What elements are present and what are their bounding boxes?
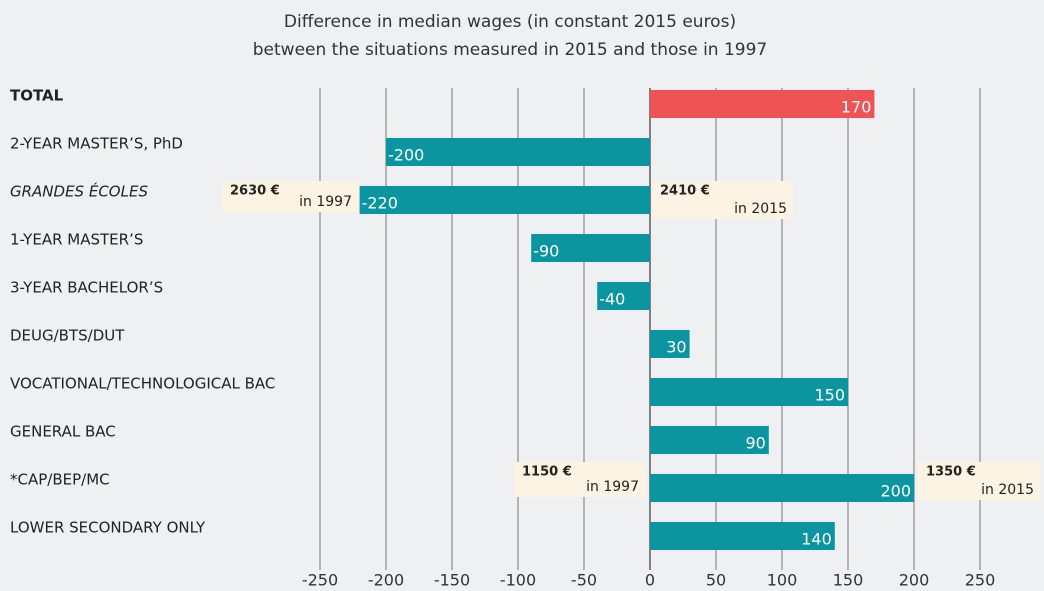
x-tick-label: 200 — [899, 571, 930, 590]
annotation-box — [918, 462, 1040, 500]
category-label: LOWER SECONDARY ONLY — [10, 519, 206, 537]
bar — [359, 186, 650, 214]
bar — [650, 90, 875, 118]
value-label: 30 — [666, 338, 686, 357]
category-label: DEUG/BTS/DUT — [10, 327, 125, 345]
annotation-amount: 2410 € — [660, 184, 710, 199]
annotation-box — [514, 462, 645, 497]
value-label: -40 — [599, 290, 625, 309]
bar — [650, 378, 848, 406]
annotation-box — [652, 181, 793, 219]
category-label: 3-YEAR BACHELOR’S — [10, 279, 163, 297]
x-tick-label: 100 — [767, 571, 798, 590]
bar — [650, 330, 690, 358]
value-label: 150 — [814, 386, 845, 405]
x-tick-label: 50 — [706, 571, 726, 590]
value-label: 200 — [880, 482, 911, 501]
x-tick-label: 250 — [965, 571, 996, 590]
annotation-box — [222, 181, 358, 212]
annotation-note: in 1997 — [586, 479, 639, 495]
category-label: GRANDES ÉCOLES — [10, 182, 148, 201]
value-label: 90 — [745, 434, 765, 453]
value-label: 140 — [801, 530, 832, 549]
category-label: GENERAL BAC — [10, 423, 116, 441]
x-tick-label: -100 — [500, 571, 536, 590]
category-label: TOTAL — [10, 87, 64, 105]
annotation-note: in 2015 — [734, 201, 787, 217]
bar — [531, 234, 650, 262]
annotation-amount: 2630 € — [230, 184, 280, 199]
category-label: 2-YEAR MASTER’S, PhD — [10, 135, 183, 153]
category-label: 1-YEAR MASTER’S — [10, 231, 143, 249]
bar — [650, 426, 769, 454]
value-label: 170 — [841, 98, 872, 117]
x-tick-label: -200 — [368, 571, 404, 590]
chart-title: Difference in median wages (in constant … — [284, 12, 736, 32]
annotation-note: in 1997 — [299, 194, 352, 210]
x-tick-label: 150 — [833, 571, 864, 590]
value-label: -220 — [362, 194, 398, 213]
value-label: -90 — [533, 242, 559, 261]
x-tick-label: -250 — [302, 571, 338, 590]
annotation-note: in 2015 — [981, 482, 1034, 498]
bar — [386, 138, 650, 166]
bar — [650, 474, 914, 502]
annotation-amount: 1150 € — [522, 465, 572, 480]
annotation-amount: 1350 € — [926, 465, 976, 480]
category-label: VOCATIONAL/TECHNOLOGICAL BAC — [10, 375, 275, 393]
x-tick-label: -50 — [571, 571, 597, 590]
x-tick-label: 0 — [645, 571, 655, 590]
bar — [650, 522, 835, 550]
x-tick-label: -150 — [434, 571, 470, 590]
bar — [597, 282, 650, 310]
value-label: -200 — [388, 146, 424, 165]
category-label: *CAP/BEP/MC — [10, 471, 110, 489]
chart-title: between the situations measured in 2015 … — [253, 40, 768, 60]
